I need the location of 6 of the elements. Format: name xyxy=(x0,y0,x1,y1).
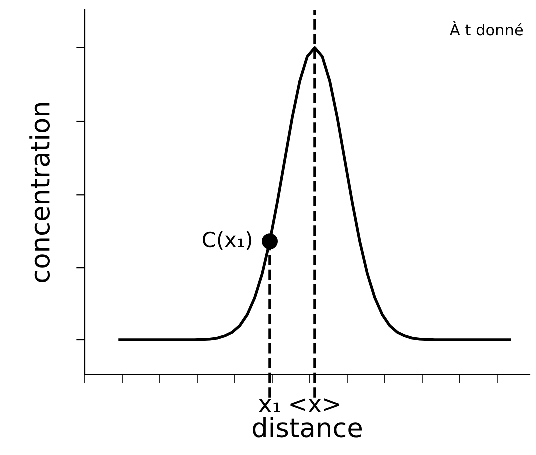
x-tick-label: x₁ xyxy=(258,399,280,412)
y-axis-title: concentration xyxy=(30,103,50,282)
annotation: C(x₁) xyxy=(203,232,252,250)
x-axis-title: distance xyxy=(253,417,362,438)
text: À t donné xyxy=(450,21,524,36)
x-tick-label: <x> xyxy=(290,398,340,412)
